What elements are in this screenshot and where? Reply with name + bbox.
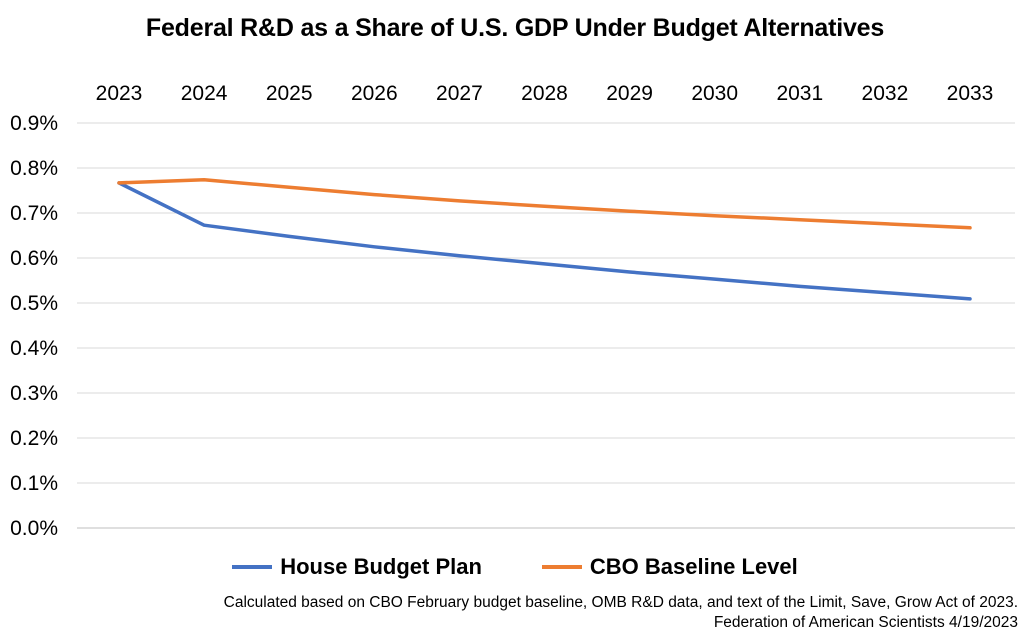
x-tick-label: 2028	[521, 82, 568, 105]
legend-entry-cbo-baseline-level: CBO Baseline Level	[541, 554, 798, 580]
x-tick-label: 2025	[266, 82, 313, 105]
legend-entry-house-budget-plan: House Budget Plan	[232, 554, 482, 580]
x-tick-label: 2024	[181, 82, 228, 105]
y-tick-label: 0.4%	[10, 337, 58, 360]
x-tick-label: 2029	[606, 82, 653, 105]
y-tick-label: 0.1%	[10, 472, 58, 495]
series-line-house-budget-plan	[117, 181, 972, 301]
x-tick-label: 2027	[436, 82, 483, 105]
x-tick-label: 2031	[776, 82, 823, 105]
y-tick-label: 0.9%	[10, 112, 58, 135]
legend-label-house-budget-plan: House Budget Plan	[280, 554, 482, 579]
y-tick-label: 0.6%	[10, 247, 58, 270]
y-tick-label: 0.3%	[10, 382, 58, 405]
x-tick-label: 2023	[96, 82, 143, 105]
y-tick-label: 0.8%	[10, 157, 58, 180]
x-tick-label: 2026	[351, 82, 398, 105]
x-tick-label: 2032	[862, 82, 909, 105]
footnote-attribution: Federation of American Scientists 4/19/2…	[713, 614, 1018, 631]
legend-swatch-cbo-baseline-level	[541, 565, 582, 569]
x-tick-label: 2030	[691, 82, 738, 105]
legend-swatch-house-budget-plan	[232, 565, 273, 569]
series-lines	[117, 177, 972, 301]
legend-label-cbo-baseline-level: CBO Baseline Level	[589, 554, 798, 579]
x-tick-labels: 2023 2024 2025 2026 2027 2028 2029 2030 2031 2032…	[96, 82, 994, 105]
y-tick-label: 0.7%	[10, 202, 58, 225]
y-tick-label: 0.5%	[10, 292, 58, 315]
footnote-source: Calculated based on CBO February budget …	[223, 594, 1018, 611]
series-line-cbo-baseline-level	[117, 177, 972, 230]
x-tick-label: 2033	[947, 82, 994, 105]
legend: House Budget Plan CBO Baseline Level	[0, 554, 1030, 580]
y-tick-labels: 0.0% 0.1% 0.2% 0.3% 0.4% 0.5% 0.6% 0.7% 0.8% 0.9%	[10, 112, 58, 540]
y-tick-label: 0.2%	[10, 427, 58, 450]
chart-title: Federal R&D as a Share of U.S. GDP Under…	[145, 14, 885, 42]
gridlines	[77, 122, 1015, 484]
y-tick-label: 0.0%	[10, 517, 58, 540]
